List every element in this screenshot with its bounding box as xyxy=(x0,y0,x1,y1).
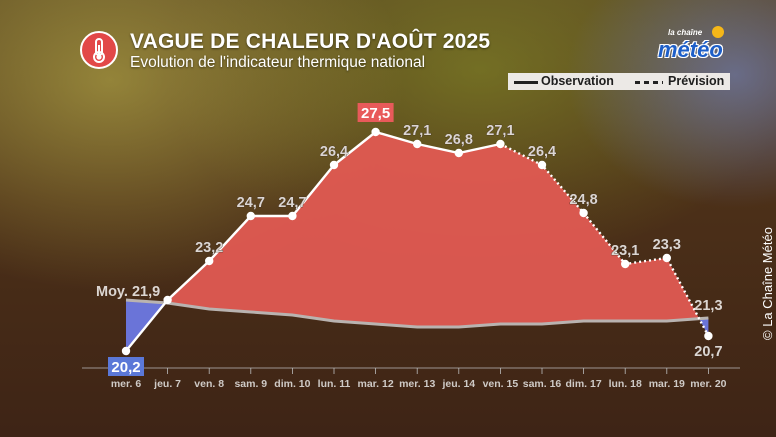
data-point xyxy=(121,346,131,356)
legend-observation-swatch xyxy=(514,81,538,84)
data-label: 24,7 xyxy=(237,195,265,211)
legend: Observation Prévision xyxy=(508,73,730,90)
legend-observation-label: Observation xyxy=(541,74,614,88)
data-label: 26,4 xyxy=(528,144,556,160)
x-tick-label: mar. 12 xyxy=(357,378,393,390)
data-point xyxy=(537,160,547,170)
data-label: 20,7 xyxy=(694,344,722,360)
data-point xyxy=(704,331,713,341)
x-tick-label: ven. 15 xyxy=(483,378,519,390)
data-label: 20,2 xyxy=(111,359,140,376)
observation-line xyxy=(125,130,501,352)
data-point xyxy=(662,253,671,263)
logo-small-text: la chaîne xyxy=(668,28,703,37)
x-tick-label: mer. 13 xyxy=(399,378,435,390)
chart-title: VAGUE DE CHALEUR D'AOÛT 2025 xyxy=(130,30,491,53)
data-point xyxy=(163,295,172,305)
x-tick-label: dim. 17 xyxy=(566,378,602,390)
data-label: 27,1 xyxy=(403,123,431,139)
x-tick-label: sam. 16 xyxy=(523,378,562,390)
x-tick-label: mer. 20 xyxy=(690,378,726,390)
data-point xyxy=(246,211,255,221)
normal-end-label: 21,3 xyxy=(694,298,722,314)
x-tick-label: jeu. 14 xyxy=(441,378,475,390)
normal-start-label: Moy. 21,9 xyxy=(96,284,160,300)
min-value-badge xyxy=(108,357,144,376)
x-tick-label: ven. 8 xyxy=(194,378,224,390)
x-tick-label: dim. 10 xyxy=(274,378,310,390)
logo-main-text: météo xyxy=(658,37,723,62)
data-point xyxy=(329,160,339,170)
data-label: 24,7 xyxy=(278,195,306,211)
x-tick-label: mar. 19 xyxy=(649,378,685,390)
x-tick-label: mer. 6 xyxy=(111,378,142,390)
data-label: 23,2 xyxy=(195,240,223,256)
copyright-credit: © La Chaîne Météo xyxy=(760,227,775,340)
data-point xyxy=(371,127,380,137)
data-point xyxy=(454,148,463,158)
data-label: 23,3 xyxy=(653,237,681,253)
thermometer-icon xyxy=(80,31,118,69)
data-label: 26,8 xyxy=(445,132,473,148)
data-point xyxy=(205,256,214,266)
la-chaine-meteo-logo: la chaîne météo xyxy=(650,26,732,66)
data-point xyxy=(496,139,505,149)
data-label: 27,1 xyxy=(486,123,514,139)
normal-baseline xyxy=(125,298,709,329)
sun-icon xyxy=(712,26,724,38)
data-label: 26,4 xyxy=(320,144,348,160)
legend-prevision-label: Prévision xyxy=(668,74,725,88)
x-tick-label: jeu. 7 xyxy=(153,378,181,390)
x-tick-label: lun. 18 xyxy=(609,378,642,390)
x-tick-label: lun. 11 xyxy=(318,378,351,390)
heat-area xyxy=(165,132,700,327)
data-point xyxy=(288,211,297,221)
x-tick-label: sam. 9 xyxy=(234,378,267,390)
max-value-badge xyxy=(357,103,394,122)
data-label: 24,8 xyxy=(569,192,597,208)
data-point xyxy=(621,259,630,269)
data-point xyxy=(579,208,588,218)
data-point xyxy=(413,139,422,149)
legend-prevision-swatch xyxy=(635,81,663,84)
data-label: 23,1 xyxy=(611,243,639,259)
data-label: 27,5 xyxy=(361,105,390,122)
chart-subtitle: Evolution de l'indicateur thermique nati… xyxy=(130,54,426,71)
